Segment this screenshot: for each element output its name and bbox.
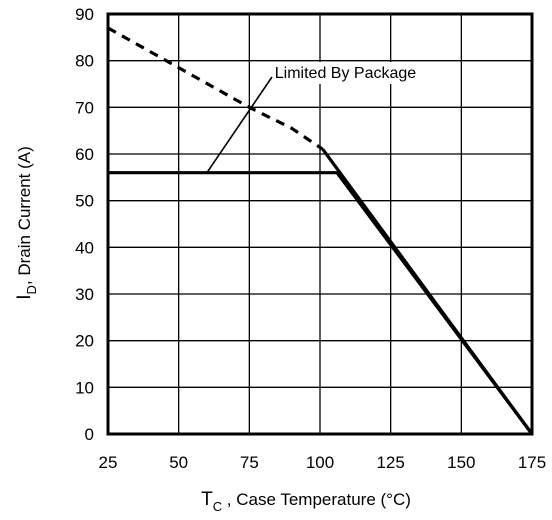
- x-tick-label-5: 150: [447, 453, 475, 472]
- annotation-label: Limited By Package: [275, 65, 417, 82]
- y-tick-labels: 0 10 20 30 40 50 60 70 80 90: [75, 5, 94, 444]
- y-axis-title: ID, Drain Current (A): [14, 146, 39, 300]
- x-tick-label-0: 25: [99, 453, 118, 472]
- x-tick-label-4: 125: [376, 453, 404, 472]
- plot-frame: [106, 12, 534, 436]
- x-tick-labels: 25 50 75 100 125 150 175: [99, 453, 547, 472]
- annotation-pointer-line: [206, 76, 273, 174]
- plot-frame-layer: [106, 12, 534, 436]
- y-tick-label-4: 40: [75, 238, 94, 257]
- y-tick-label-1: 10: [75, 378, 94, 397]
- y-tick-label-0: 0: [85, 425, 94, 444]
- y-tick-label-8: 80: [75, 52, 94, 71]
- y-tick-label-2: 20: [75, 332, 94, 351]
- y-tick-label-6: 60: [75, 145, 94, 164]
- series-line-2: [321, 148, 534, 435]
- x-axis-title: TC , Case Temperature (°C): [201, 489, 411, 514]
- y-tick-label-7: 70: [75, 98, 94, 117]
- annotation-layer: Limited By Package: [206, 62, 457, 174]
- x-tick-label-6: 175: [518, 453, 546, 472]
- annotation-label-background: [272, 62, 457, 84]
- series-layer: [107, 26, 534, 435]
- y-tick-label-3: 30: [75, 285, 94, 304]
- series-line-0: [107, 26, 324, 151]
- x-tick-label-1: 50: [169, 453, 188, 472]
- x-tick-label-2: 75: [240, 453, 259, 472]
- y-tick-label-9: 90: [75, 5, 94, 24]
- y-tick-label-5: 50: [75, 192, 94, 211]
- x-tick-label-3: 100: [306, 453, 334, 472]
